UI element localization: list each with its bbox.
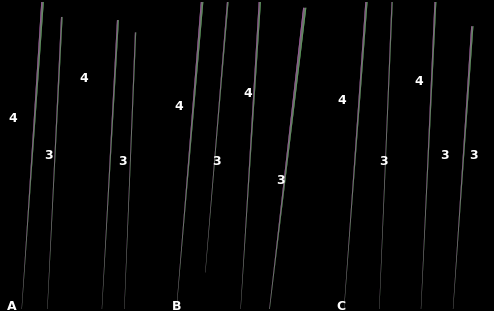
Text: 3: 3 [44,149,53,162]
Text: C: C [336,300,345,311]
Polygon shape [22,2,44,309]
Polygon shape [124,32,135,309]
Text: 3: 3 [440,149,449,162]
Polygon shape [176,2,201,309]
Text: 4: 4 [175,100,184,113]
Polygon shape [47,17,63,309]
Text: 3: 3 [379,155,388,168]
Polygon shape [22,2,41,309]
Text: 4: 4 [414,75,423,88]
Polygon shape [269,8,304,309]
Polygon shape [206,2,229,272]
Polygon shape [205,2,229,272]
Polygon shape [379,2,393,309]
Polygon shape [421,2,435,309]
Polygon shape [270,8,306,309]
Polygon shape [102,20,119,309]
Polygon shape [102,20,119,309]
Text: 3: 3 [212,155,220,168]
Polygon shape [421,2,436,309]
Polygon shape [344,2,366,309]
Polygon shape [47,17,63,309]
Polygon shape [176,2,204,309]
Polygon shape [22,2,44,309]
Polygon shape [344,2,368,309]
Text: 4: 4 [337,94,346,107]
Polygon shape [269,8,306,309]
Polygon shape [453,26,473,309]
Polygon shape [344,2,368,309]
Text: 3: 3 [118,155,126,168]
Text: 4: 4 [9,112,18,125]
Polygon shape [421,2,436,309]
Text: 3: 3 [469,149,478,162]
Polygon shape [379,2,393,309]
Polygon shape [453,26,472,309]
Polygon shape [124,32,136,309]
Text: 3: 3 [276,174,285,187]
Text: A: A [7,300,17,311]
Polygon shape [453,26,473,309]
Polygon shape [124,32,136,309]
Polygon shape [379,2,392,309]
Polygon shape [102,20,117,309]
Text: B: B [171,300,181,311]
Polygon shape [241,2,261,309]
Polygon shape [241,2,259,309]
Polygon shape [176,2,204,309]
Polygon shape [47,17,61,309]
Text: 4: 4 [80,72,88,85]
Polygon shape [241,2,261,309]
Text: 4: 4 [244,87,252,100]
Polygon shape [205,2,227,272]
